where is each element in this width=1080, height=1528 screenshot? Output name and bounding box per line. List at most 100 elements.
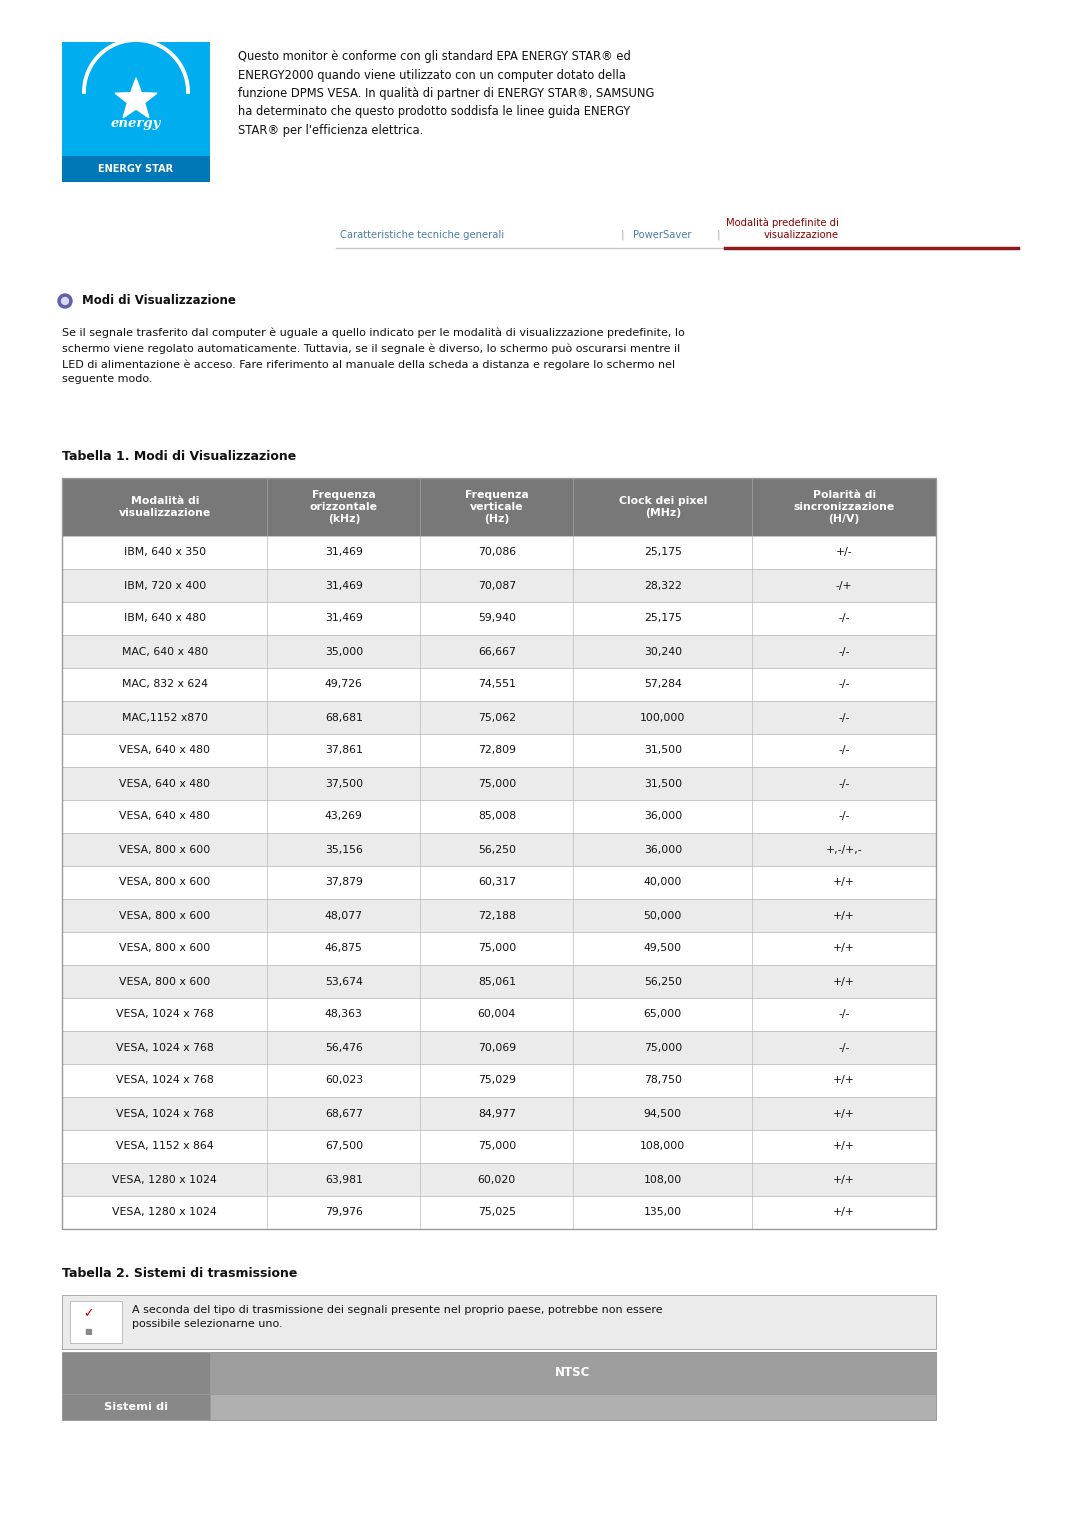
Text: 40,000: 40,000 <box>644 877 683 888</box>
Bar <box>62 478 936 536</box>
Text: +/+: +/+ <box>834 1141 855 1152</box>
Text: 68,677: 68,677 <box>325 1108 363 1118</box>
Text: 31,500: 31,500 <box>644 778 681 788</box>
Text: Sistemi di: Sistemi di <box>104 1403 168 1412</box>
Text: 56,476: 56,476 <box>325 1042 363 1053</box>
Bar <box>62 833 936 866</box>
Text: 28,322: 28,322 <box>644 581 681 590</box>
Text: 43,269: 43,269 <box>325 811 363 822</box>
Text: 135,00: 135,00 <box>644 1207 681 1218</box>
Text: 65,000: 65,000 <box>644 1010 681 1019</box>
Text: 67,500: 67,500 <box>325 1141 363 1152</box>
Bar <box>62 998 936 1031</box>
Bar <box>62 636 936 668</box>
Text: IBM, 720 x 400: IBM, 720 x 400 <box>123 581 206 590</box>
Bar <box>62 1296 936 1349</box>
Text: |: | <box>620 229 624 240</box>
Bar <box>62 733 936 767</box>
Text: 31,469: 31,469 <box>325 581 363 590</box>
Text: |: | <box>716 229 719 240</box>
Text: 63,981: 63,981 <box>325 1175 363 1184</box>
Text: 56,250: 56,250 <box>477 845 516 854</box>
Bar <box>62 767 936 801</box>
Text: 60,004: 60,004 <box>477 1010 516 1019</box>
Text: -/-: -/- <box>838 746 850 755</box>
Text: 50,000: 50,000 <box>644 911 683 920</box>
Text: 108,00: 108,00 <box>644 1175 681 1184</box>
Text: 37,500: 37,500 <box>325 778 363 788</box>
Text: VESA, 640 x 480: VESA, 640 x 480 <box>119 811 211 822</box>
Text: A seconda del tipo di trasmissione dei segnali presente nel proprio paese, potre: A seconda del tipo di trasmissione dei s… <box>132 1305 663 1329</box>
Bar <box>62 1131 936 1163</box>
Text: Caratteristiche tecniche generali: Caratteristiche tecniche generali <box>340 231 504 240</box>
Text: 31,469: 31,469 <box>325 547 363 558</box>
Text: ■: ■ <box>84 1328 92 1335</box>
Text: -/-: -/- <box>838 680 850 689</box>
Circle shape <box>62 298 68 304</box>
Text: -/-: -/- <box>838 712 850 723</box>
Text: Questo monitor è conforme con gli standard EPA ENERGY STAR® ed
ENERGY2000 quando: Questo monitor è conforme con gli standa… <box>238 50 654 138</box>
Text: VESA, 1024 x 768: VESA, 1024 x 768 <box>116 1076 214 1085</box>
Text: ENERGY STAR: ENERGY STAR <box>98 163 174 174</box>
Text: Tabella 2. Sistemi di trasmissione: Tabella 2. Sistemi di trasmissione <box>62 1267 297 1280</box>
Text: MAC, 832 x 624: MAC, 832 x 624 <box>122 680 207 689</box>
Text: 75,000: 75,000 <box>644 1042 681 1053</box>
Text: 37,879: 37,879 <box>325 877 363 888</box>
Text: -/-: -/- <box>838 1042 850 1053</box>
Text: Clock dei pixel
(MHz): Clock dei pixel (MHz) <box>619 497 707 518</box>
Bar <box>62 536 936 568</box>
Text: 37,861: 37,861 <box>325 746 363 755</box>
Text: 70,069: 70,069 <box>477 1042 516 1053</box>
Bar <box>62 1394 210 1420</box>
Text: -/+: -/+ <box>836 581 852 590</box>
Text: MAC, 640 x 480: MAC, 640 x 480 <box>122 646 207 657</box>
Text: 75,000: 75,000 <box>477 778 516 788</box>
Text: 75,025: 75,025 <box>477 1207 516 1218</box>
Bar <box>62 1063 936 1097</box>
Text: 66,667: 66,667 <box>477 646 516 657</box>
Text: 75,029: 75,029 <box>477 1076 516 1085</box>
Text: 108,000: 108,000 <box>640 1141 686 1152</box>
Text: Modi di Visualizzazione: Modi di Visualizzazione <box>82 295 235 307</box>
Text: -/-: -/- <box>838 1010 850 1019</box>
Text: 36,000: 36,000 <box>644 811 681 822</box>
Text: VESA, 1280 x 1024: VESA, 1280 x 1024 <box>112 1175 217 1184</box>
Text: +/+: +/+ <box>834 1076 855 1085</box>
Text: VESA, 640 x 480: VESA, 640 x 480 <box>119 778 211 788</box>
Text: 100,000: 100,000 <box>640 712 686 723</box>
Text: MAC,1152 x870: MAC,1152 x870 <box>122 712 207 723</box>
Bar <box>62 801 936 833</box>
Text: VESA, 1280 x 1024: VESA, 1280 x 1024 <box>112 1207 217 1218</box>
Text: 57,284: 57,284 <box>644 680 681 689</box>
Text: 75,062: 75,062 <box>477 712 516 723</box>
Text: 56,250: 56,250 <box>644 976 681 987</box>
Text: -/-: -/- <box>838 811 850 822</box>
Text: ✓: ✓ <box>83 1308 94 1320</box>
Bar <box>62 898 936 932</box>
Text: 46,875: 46,875 <box>325 943 363 953</box>
Text: -/-: -/- <box>838 646 850 657</box>
Text: 53,674: 53,674 <box>325 976 363 987</box>
Text: 59,940: 59,940 <box>477 614 516 623</box>
Bar <box>62 568 936 602</box>
Text: 78,750: 78,750 <box>644 1076 681 1085</box>
Text: 85,061: 85,061 <box>477 976 516 987</box>
Text: 49,726: 49,726 <box>325 680 363 689</box>
Polygon shape <box>116 78 157 118</box>
Text: 30,240: 30,240 <box>644 646 681 657</box>
Text: 60,317: 60,317 <box>477 877 516 888</box>
Text: VESA, 1152 x 864: VESA, 1152 x 864 <box>116 1141 214 1152</box>
Bar <box>62 41 210 182</box>
Text: Modalità predefinite di
visualizzazione: Modalità predefinite di visualizzazione <box>726 219 839 240</box>
Text: 70,086: 70,086 <box>477 547 516 558</box>
Text: 75,000: 75,000 <box>477 1141 516 1152</box>
Bar <box>62 478 936 1229</box>
Bar <box>62 866 936 898</box>
Text: Tabella 1. Modi di Visualizzazione: Tabella 1. Modi di Visualizzazione <box>62 451 296 463</box>
Bar <box>62 1196 936 1229</box>
Text: VESA, 1024 x 768: VESA, 1024 x 768 <box>116 1108 214 1118</box>
Text: +/+: +/+ <box>834 976 855 987</box>
Text: 49,500: 49,500 <box>644 943 681 953</box>
Bar <box>62 668 936 701</box>
Text: 25,175: 25,175 <box>644 547 681 558</box>
